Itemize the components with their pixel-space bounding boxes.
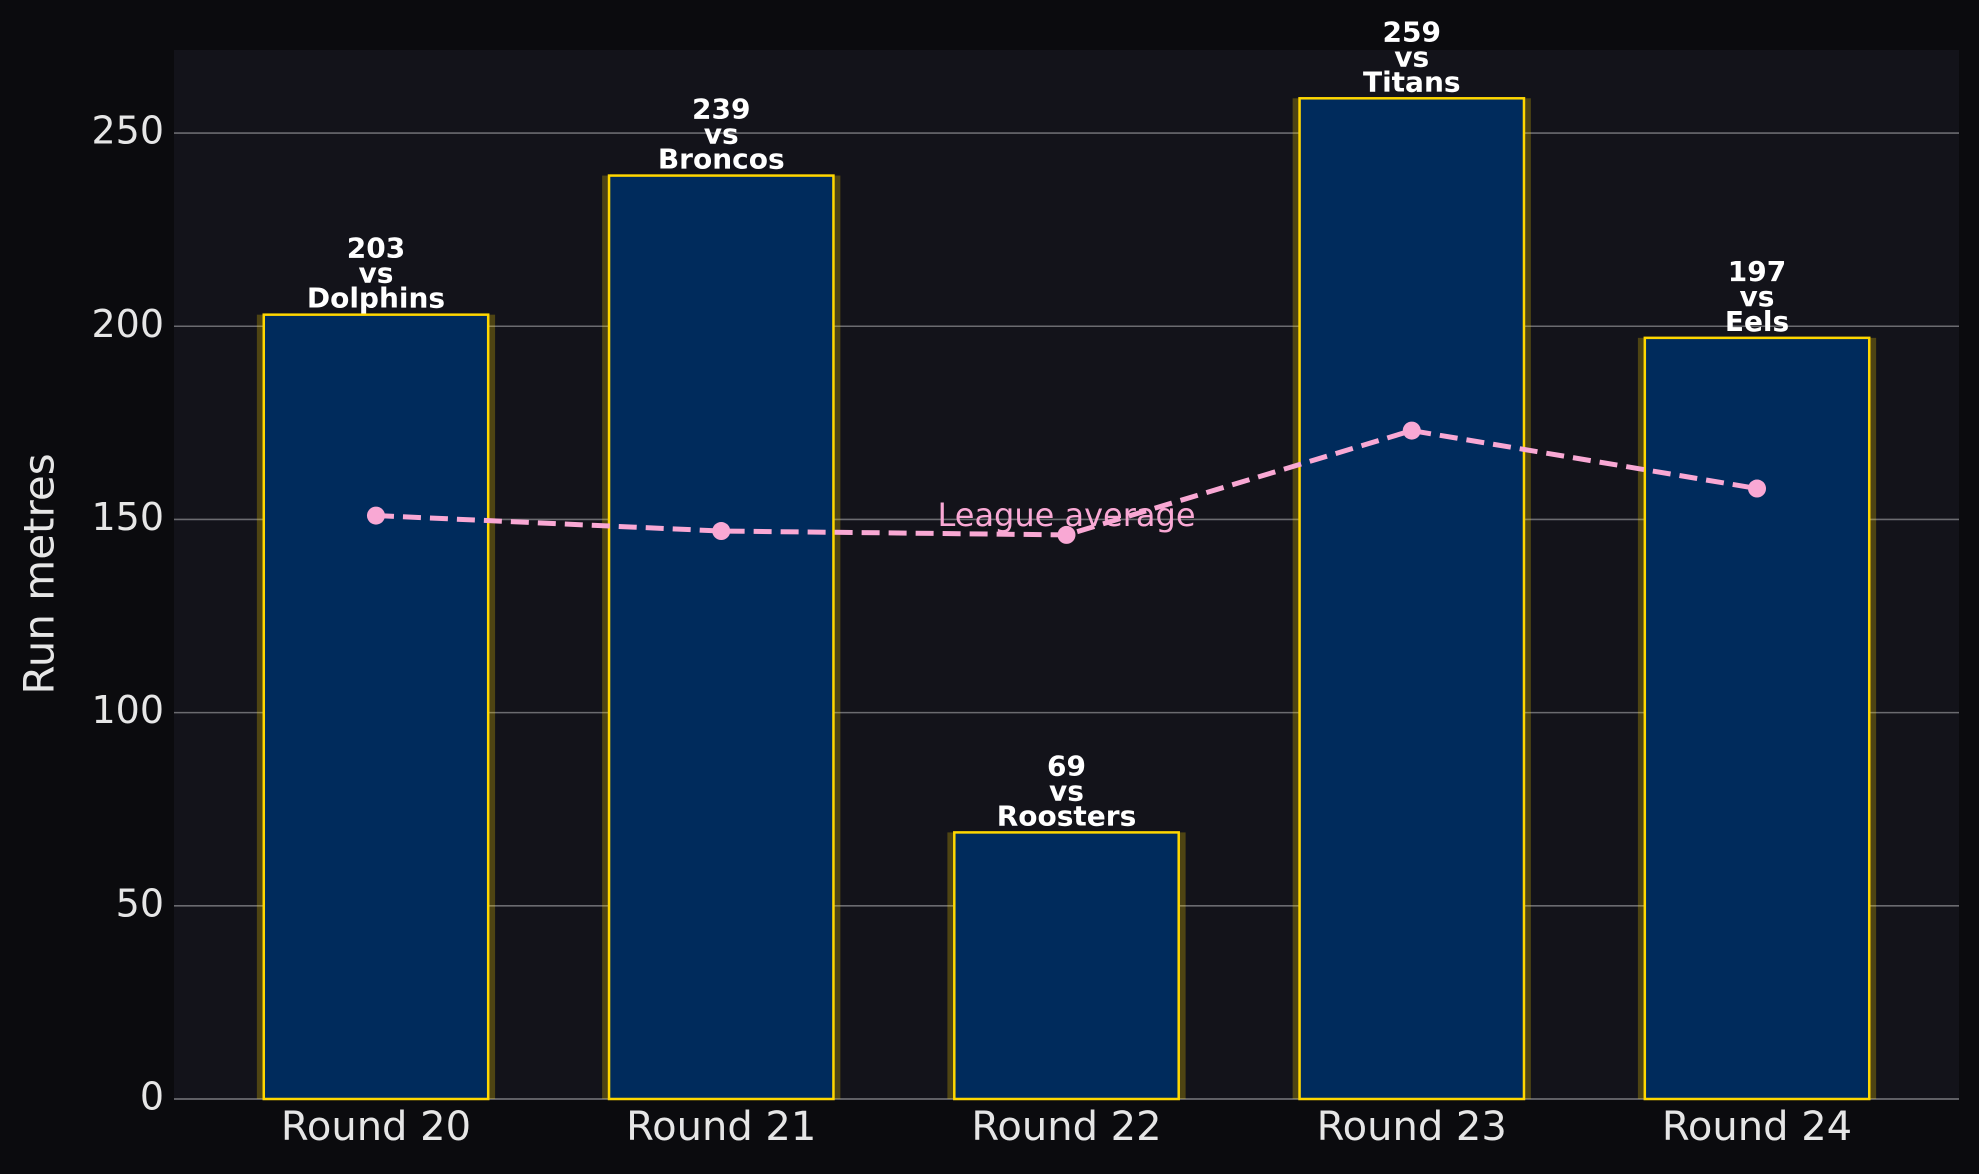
bar: [607, 174, 835, 1101]
x-tick-label: Round 20: [281, 1104, 471, 1150]
bar: [262, 313, 490, 1101]
y-tick-label: 150: [91, 495, 164, 539]
x-tick-label: Round 23: [1317, 1104, 1507, 1150]
value-label: 203 vs Dolphins: [307, 232, 445, 315]
y-tick-label: 250: [91, 109, 164, 153]
y-tick-label: 0: [140, 1075, 164, 1119]
average-point: [1057, 525, 1076, 544]
average-point: [1402, 421, 1421, 440]
y-tick-label: 50: [116, 881, 164, 925]
bar: [1298, 97, 1526, 1101]
value-label: 197 vs Eels: [1725, 255, 1789, 338]
x-tick-label: Round 22: [971, 1104, 1161, 1150]
bar: [1643, 336, 1871, 1101]
average-point: [712, 522, 731, 541]
average-point: [366, 506, 385, 525]
value-label: 239 vs Broncos: [658, 93, 785, 176]
value-label: 259 vs Titans: [1363, 15, 1461, 98]
line-annotation: League average: [937, 496, 1195, 534]
y-tick-label: 200: [91, 302, 164, 346]
bar: [953, 831, 1180, 1101]
y-axis-label: Run metres: [15, 453, 64, 694]
x-tick-label: Round 21: [626, 1104, 816, 1150]
value-label: 69 vs Roosters: [997, 749, 1137, 832]
average-point: [1748, 479, 1767, 498]
y-tick-label: 100: [91, 688, 164, 732]
x-tick-label: Round 24: [1662, 1104, 1852, 1150]
